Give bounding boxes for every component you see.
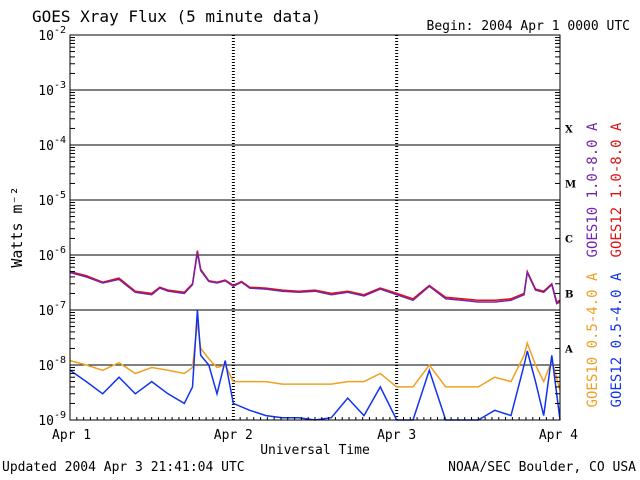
legend-entry: GOES12 0.5-4.0 A [609,272,625,407]
axis-layer: 10-9 10-8 10-7 10-6 10-5 10-4 10-3 10-2 Apr 1 Apr… [38,25,578,443]
y-tick-label: 10-5 [38,190,66,209]
series-line [69,322,561,391]
updated-timestamp: Updated 2004 Apr 3 21:41:04 UTC [2,460,245,475]
y-tick-label: 10-4 [38,135,66,154]
flare-class-label: M [565,179,576,190]
flare-class-label: B [565,289,573,300]
legend-entry: GOES12 1.0-8.0 A [609,122,625,257]
y-axis-label: Watts m⁻² [8,186,26,267]
series-line [69,250,561,304]
legend-entry: GOES10 1.0-8.0 A [585,122,601,257]
chart-title: GOES Xray Flux (5 minute data) [32,7,321,26]
legend-layer: GOES10 1.0-8.0 A GOES12 1.0-8.0 A GOES10 0… [585,122,625,407]
y-tick-label: 10-2 [38,25,66,44]
credit-label: NOAA/SEC Boulder, CO USA [448,460,636,475]
series-layer [69,250,561,421]
y-tick-label: 10-6 [38,245,66,264]
flare-class-label: A [564,344,573,355]
legend-entry: GOES10 0.5-4.0 A [585,272,601,407]
grid-layer [70,34,560,421]
series-line [69,309,561,421]
x-tick-label: Apr 4 [539,428,578,443]
y-tick-label: 10-7 [38,300,66,319]
y-tick-label: 10-3 [38,80,66,99]
flare-class-label: C [565,234,573,245]
y-tick-label: 10-8 [38,355,66,374]
flare-class-label: X [565,124,573,135]
plot-frame [69,34,561,421]
x-axis-label: Universal Time [260,443,370,458]
series-line [69,252,561,305]
begin-time-label: Begin: 2004 Apr 1 0000 UTC [426,19,631,34]
x-tick-label: Apr 2 [214,428,253,443]
x-tick-label: Apr 1 [52,428,91,443]
y-tick-label: 10-9 [38,410,66,429]
x-tick-label: Apr 3 [377,428,416,443]
